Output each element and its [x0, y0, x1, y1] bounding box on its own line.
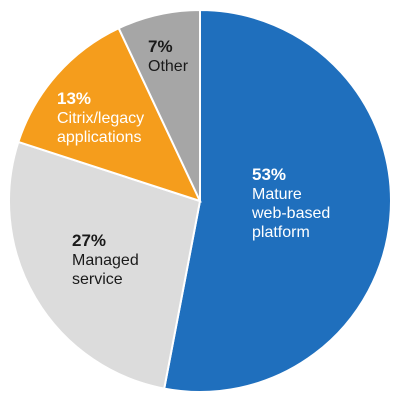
slice-category-label-1-line-1: service	[72, 271, 123, 288]
slice-category-label-1-line-0: Managed	[72, 252, 139, 269]
slice-label-1: 27% Managed service	[72, 231, 139, 288]
slice-category-label-0-line-2: platform	[252, 224, 310, 241]
slice-category-label-3-line-0: Other	[148, 58, 189, 75]
slice-label-0: 53% Mature web-based platform	[251, 165, 330, 241]
slice-category-label-0-line-0: Mature	[252, 186, 302, 203]
slice-percent-label-3: 7%	[148, 37, 173, 56]
slice-label-2: 13% Citrix/legacy applications	[57, 89, 144, 146]
pie-slice-3	[117, 8, 201, 202]
pie-slice-0	[163, 8, 392, 393]
pie-slice-1	[8, 140, 202, 390]
pie-slice-2	[17, 26, 202, 203]
slice-label-3: 7% Other	[148, 37, 189, 75]
slice-percent-label-0: 53%	[252, 165, 286, 184]
slice-category-label-2-line-1: applications	[57, 129, 142, 146]
slice-category-label-2-line-0: Citrix/legacy	[57, 110, 144, 127]
slice-percent-label-2: 13%	[57, 89, 91, 108]
slice-percent-label-1: 27%	[72, 231, 106, 250]
slice-category-label-0-line-1: web-based	[251, 205, 330, 222]
slices-layer	[8, 8, 392, 393]
labels-layer: 53% Mature web-based platform 27% Managed serv…	[57, 37, 330, 288]
